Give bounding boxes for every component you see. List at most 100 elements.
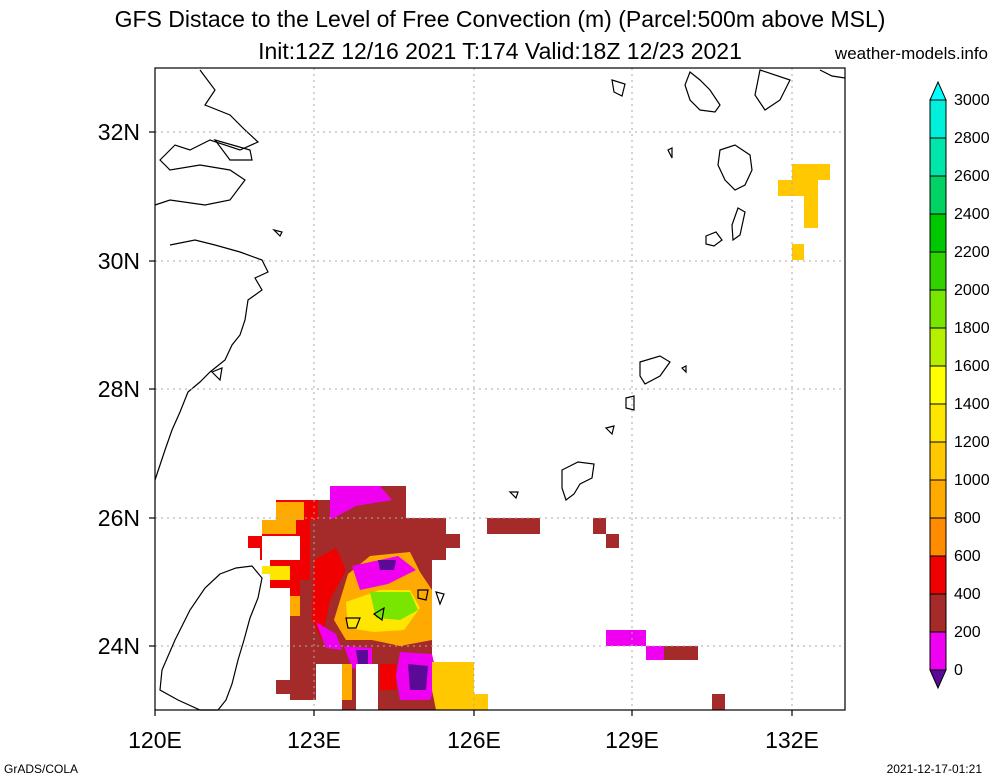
colorbar-label: 400 <box>954 586 981 603</box>
patch-east-6 <box>646 646 664 660</box>
island-d <box>417 589 429 601</box>
patch-east-2 <box>593 518 606 534</box>
colorbar-label: 800 <box>954 510 981 527</box>
colorbar-min-arrow <box>929 669 947 690</box>
colorbar-segment <box>929 517 947 557</box>
amami-outline <box>639 355 671 385</box>
region-1400-a <box>262 566 290 580</box>
colorbar-label: 1200 <box>954 434 990 451</box>
gap-a <box>316 664 342 710</box>
island-c <box>508 491 519 500</box>
colorbar-label: 2800 <box>954 130 990 147</box>
y-axis-labels: 24N 26N 28N 30N 32N <box>98 119 140 659</box>
xlabel-126: 126E <box>447 727 501 753</box>
footer-timestamp: 2021-12-17-01:21 <box>886 762 982 776</box>
honshu-edge <box>819 69 846 79</box>
colorbar-segment <box>929 631 947 671</box>
colorbar-label: 3000 <box>954 92 990 109</box>
island-b <box>604 425 615 436</box>
gap-c <box>262 536 300 560</box>
island-h <box>680 365 687 374</box>
shikoku <box>754 69 791 111</box>
ylabel-26: 26N <box>98 505 140 531</box>
region-0-c <box>356 650 368 664</box>
ylabel-28: 28N <box>98 376 140 402</box>
xlabel-129: 129E <box>605 727 659 753</box>
grid-lines <box>155 68 845 710</box>
patch-east-3 <box>606 534 619 548</box>
china-coast-south <box>154 239 269 481</box>
colorbar-segment <box>929 479 947 519</box>
kyushu-north <box>684 71 721 113</box>
colorbar-label: 2200 <box>954 244 990 261</box>
colorbar-segment <box>929 213 947 253</box>
china-coast-north <box>154 69 260 206</box>
colorbar-segment <box>929 327 947 367</box>
island-k <box>272 228 283 238</box>
ylabel-32: 32N <box>98 119 140 145</box>
region-1000-b <box>288 596 300 616</box>
colorbar-segment <box>929 289 947 329</box>
gap-b <box>356 664 378 710</box>
okinawa-outline <box>561 461 595 501</box>
title-line-2: Init:12Z 12/16 2021 T:174 Valid:18Z 12/2… <box>258 38 742 64</box>
site-label: weather-models.info <box>834 44 988 63</box>
colorbar-segment <box>929 593 947 633</box>
coastlines <box>154 69 846 711</box>
region-200-c <box>316 622 342 650</box>
island-f <box>345 617 361 629</box>
colorbar-segment <box>929 441 947 481</box>
patch-ne-2 <box>792 244 804 260</box>
colorbar-label: 0 <box>954 662 963 679</box>
xlabel-120: 120E <box>128 727 182 753</box>
colorbar-segment <box>929 99 947 139</box>
kyushu-south <box>717 144 753 191</box>
colorbar-label: 200 <box>954 624 981 641</box>
tanegashima <box>731 207 746 242</box>
yakushima <box>705 231 723 247</box>
coast-island-1 <box>210 367 223 382</box>
title-line-1: GFS Distace to the Level of Free Convect… <box>114 6 886 32</box>
colorbar-label: 2400 <box>954 206 990 223</box>
colorbar-label: 1000 <box>954 472 990 489</box>
colorbar-label: 2600 <box>954 168 990 185</box>
region-0-b <box>408 664 428 690</box>
island-i <box>611 79 626 97</box>
colorbar-segment <box>929 251 947 291</box>
colorbar-segment <box>929 137 947 177</box>
patch-east-4 <box>606 630 646 646</box>
colorbar-label: 1800 <box>954 320 990 337</box>
estuary <box>213 138 253 161</box>
colorbar-label: 1600 <box>954 358 990 375</box>
gap-d <box>262 588 290 646</box>
xlabel-123: 123E <box>287 727 341 753</box>
colorbar: 0 200 400 600 800 1000 1200 1400 1600 1800 2000 220… <box>929 80 990 690</box>
region-200-a <box>330 486 392 520</box>
island-a <box>625 395 635 411</box>
patch-east-1 <box>487 518 540 534</box>
footer-left: GrADS/COLA <box>4 762 79 776</box>
ylabel-30: 30N <box>98 248 140 274</box>
x-axis-labels: 120E 123E 126E 129E 132E <box>128 727 819 753</box>
colorbar-label: 2000 <box>954 282 990 299</box>
xlabel-132: 132E <box>765 727 819 753</box>
colorbar-segment <box>929 403 947 443</box>
patch-east-7 <box>712 694 725 710</box>
island-j <box>667 147 673 159</box>
region-200-b <box>352 556 416 590</box>
axis-ticks <box>149 131 793 716</box>
colorbar-segment <box>929 365 947 405</box>
region-600-c <box>380 664 396 690</box>
patch-east-5 <box>646 646 698 660</box>
patch-ne-1 <box>778 164 830 228</box>
patch-west-1 <box>276 680 290 694</box>
region-2000 <box>370 592 418 620</box>
colorbar-label: 1400 <box>954 396 990 413</box>
colorbar-segment <box>929 555 947 595</box>
island-e <box>435 591 445 606</box>
shading-layer <box>248 164 830 710</box>
region-600-b <box>312 548 346 640</box>
colorbar-segment <box>929 175 947 215</box>
colorbar-label: 600 <box>954 548 981 565</box>
